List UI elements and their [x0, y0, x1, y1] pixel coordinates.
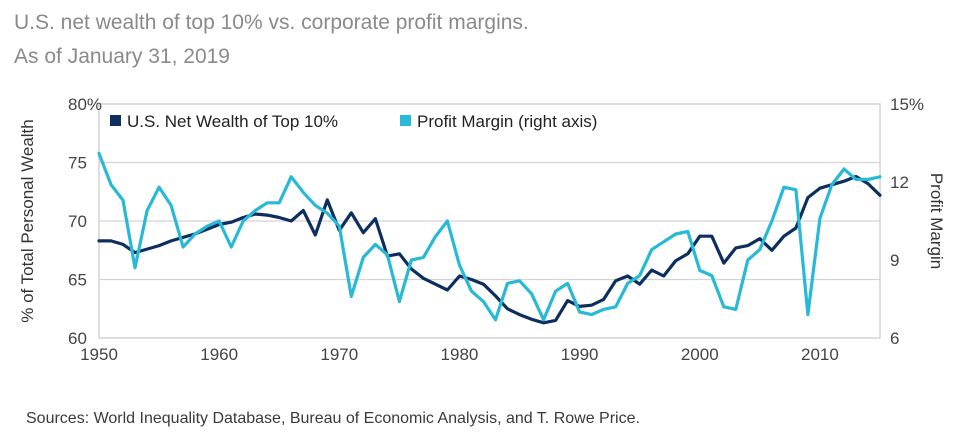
y2-tick-label: 15%	[890, 95, 924, 114]
x-tick-label: 1990	[561, 345, 599, 364]
source-note: Sources: World Inequality Database, Bure…	[26, 410, 640, 427]
y-tick-label: 70	[68, 212, 87, 231]
y2-axis-title: Profit Margin	[927, 173, 946, 269]
y2-tick-label: 9	[890, 251, 899, 270]
legend-swatch-profit	[400, 115, 411, 126]
legend: U.S. Net Wealth of Top 10% Profit Margin…	[110, 112, 597, 131]
x-tick-label: 1980	[441, 345, 479, 364]
y-tick-label: 60	[68, 329, 87, 348]
y2-tick-label: 12	[890, 173, 909, 192]
y-tick-label: 75	[68, 154, 87, 173]
legend-label-wealth: U.S. Net Wealth of Top 10%	[127, 112, 338, 131]
x-tick-label: 2010	[801, 345, 839, 364]
legend-swatch-wealth	[110, 115, 121, 126]
x-tick-label: 1950	[80, 345, 118, 364]
x-axis: 1950 1960 1970 1980 1990 2000 2010	[80, 345, 839, 364]
plot-frame	[98, 103, 881, 339]
y-tick-label: 80%	[68, 95, 102, 114]
series-line-profit-margin	[97, 151, 882, 322]
x-tick-label: 2000	[681, 345, 719, 364]
chart-subtitle: As of January 31, 2019	[14, 45, 230, 68]
chart-title: U.S. net wealth of top 10% vs. corporate…	[14, 11, 529, 34]
series-line-wealth	[97, 174, 882, 325]
y-axis-left: 60 65 70 75 80%	[68, 95, 102, 348]
y-axis-right: 6 9 12 15%	[890, 95, 924, 348]
y-tick-label: 65	[68, 271, 87, 290]
legend-label-profit: Profit Margin (right axis)	[417, 112, 597, 131]
series-lines	[97, 151, 882, 325]
y-axis-title: % of Total Personal Wealth	[18, 119, 37, 323]
x-tick-label: 1960	[200, 345, 238, 364]
x-tick-label: 1970	[320, 345, 358, 364]
y2-tick-label: 6	[890, 329, 899, 348]
